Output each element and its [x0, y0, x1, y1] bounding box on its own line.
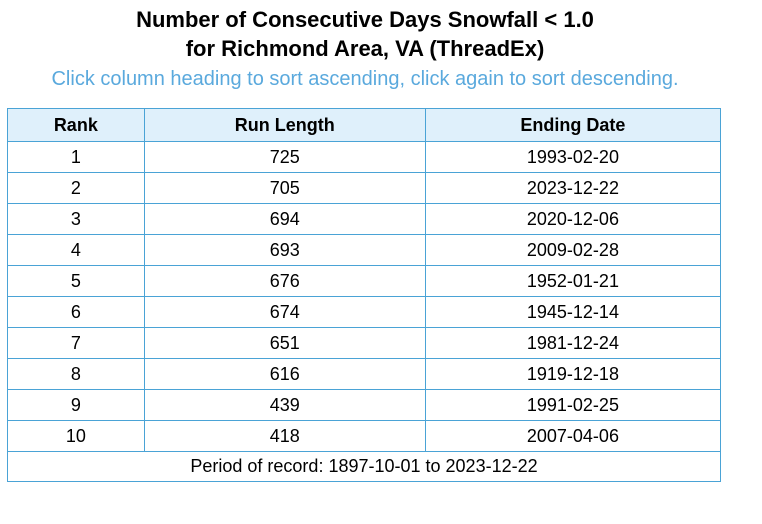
- column-header-rank[interactable]: Rank: [7, 108, 145, 142]
- column-header-run-length[interactable]: Run Length: [143, 108, 426, 142]
- rank-cell: 9: [7, 389, 145, 421]
- table-row: 4 693 2009-02-28: [7, 234, 722, 266]
- ending-date-cell: 1993-02-20: [424, 141, 722, 173]
- ending-date-cell: 1952-01-21: [424, 265, 722, 297]
- table-row: 8 616 1919-12-18: [7, 358, 722, 390]
- run-length-cell: 693: [143, 234, 426, 266]
- ending-date-cell: 1919-12-18: [424, 358, 722, 390]
- ending-date-cell: 2009-02-28: [424, 234, 722, 266]
- records-table: Rank Run Length Ending Date 1 725 1993-02-…: [7, 108, 722, 482]
- table-body: 1 725 1993-02-20 2 705 2023-12-22 3 694 2020-12-…: [7, 141, 722, 452]
- table-row: 9 439 1991-02-25: [7, 389, 722, 421]
- table-header-row: Rank Run Length Ending Date: [7, 108, 722, 142]
- run-length-cell: 616: [143, 358, 426, 390]
- rank-cell: 4: [7, 234, 145, 266]
- ending-date-cell: 2023-12-22: [424, 172, 722, 204]
- rank-cell: 5: [7, 265, 145, 297]
- run-length-cell: 418: [143, 420, 426, 452]
- run-length-cell: 694: [143, 203, 426, 235]
- run-length-cell: 674: [143, 296, 426, 328]
- table-row: 5 676 1952-01-21: [7, 265, 722, 297]
- rank-cell: 10: [7, 420, 145, 452]
- ending-date-cell: 2007-04-06: [424, 420, 722, 452]
- run-length-cell: 676: [143, 265, 426, 297]
- ending-date-cell: 1991-02-25: [424, 389, 722, 421]
- ending-date-cell: 1981-12-24: [424, 327, 722, 359]
- rank-cell: 1: [7, 141, 145, 173]
- table-row: 7 651 1981-12-24: [7, 327, 722, 359]
- sort-hint: Click column heading to sort ascending, …: [51, 68, 679, 90]
- table-footer-row: Period of record: 1897-10-01 to 2023-12-…: [7, 451, 721, 482]
- rank-cell: 3: [7, 203, 145, 235]
- page-title-line2: for Richmond Area, VA (ThreadEx): [185, 36, 545, 61]
- table-row: 1 725 1993-02-20: [7, 141, 722, 173]
- rank-cell: 2: [7, 172, 145, 204]
- column-header-ending-date[interactable]: Ending Date: [424, 108, 722, 142]
- table-row: 6 674 1945-12-14: [7, 296, 722, 328]
- run-length-cell: 725: [143, 141, 426, 173]
- run-length-cell: 705: [143, 172, 426, 204]
- run-length-cell: 651: [143, 327, 426, 359]
- rank-cell: 7: [7, 327, 145, 359]
- ending-date-cell: 1945-12-14: [424, 296, 722, 328]
- table-row: 2 705 2023-12-22: [7, 172, 722, 204]
- table-row: 3 694 2020-12-06: [7, 203, 722, 235]
- period-of-record: Period of record: 1897-10-01 to 2023-12-…: [7, 451, 721, 482]
- rank-cell: 6: [7, 296, 145, 328]
- ending-date-cell: 2020-12-06: [424, 203, 722, 235]
- rank-cell: 8: [7, 358, 145, 390]
- run-length-cell: 439: [143, 389, 426, 421]
- page-title-line1: Number of Consecutive Days Snowfall < 1.…: [136, 7, 594, 32]
- table-row: 10 418 2007-04-06: [7, 420, 722, 452]
